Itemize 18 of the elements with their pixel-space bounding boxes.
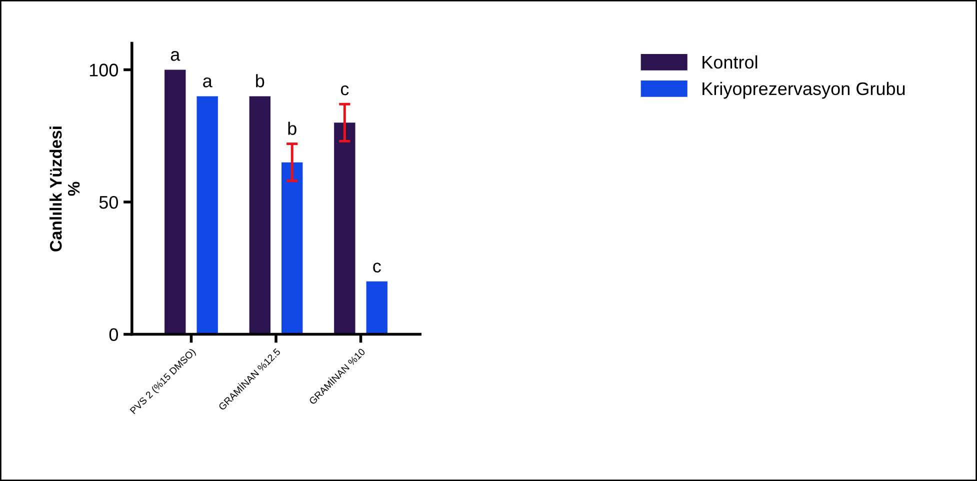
legend-label: Kriyoprezervasyon Grubu bbox=[702, 82, 905, 99]
y-tick-label: 50 bbox=[99, 196, 118, 209]
bar bbox=[164, 70, 186, 334]
data-label: b bbox=[256, 74, 264, 88]
data-label: a bbox=[170, 50, 180, 61]
bar bbox=[196, 96, 218, 334]
y-tick-label: 100 bbox=[90, 64, 118, 76]
bar bbox=[334, 122, 356, 334]
bar bbox=[366, 281, 388, 334]
y-axis-title: Canlılık Yüzdesi % bbox=[50, 126, 80, 252]
bar bbox=[282, 162, 303, 334]
data-label: a bbox=[203, 77, 212, 88]
y-tick-label: 0 bbox=[109, 328, 118, 342]
data-label: c bbox=[340, 85, 349, 96]
legend-label: Kontrol bbox=[702, 55, 758, 69]
bar bbox=[249, 96, 270, 334]
data-label: c bbox=[373, 262, 381, 273]
data-label: b bbox=[288, 122, 296, 135]
